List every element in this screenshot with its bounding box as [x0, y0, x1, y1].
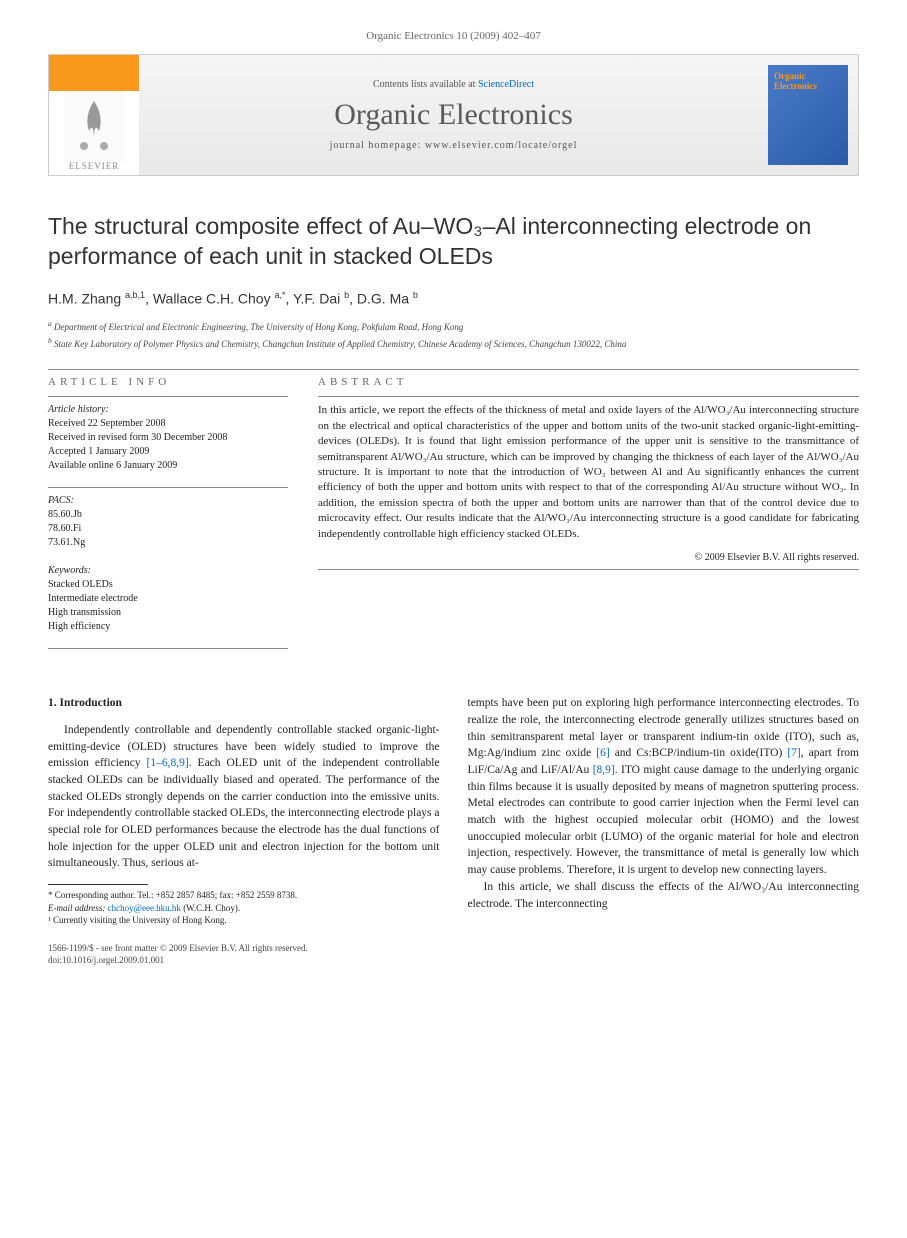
divider	[48, 369, 859, 370]
contents-line: Contents lists available at ScienceDirec…	[139, 79, 768, 90]
contents-prefix: Contents lists available at	[373, 79, 478, 90]
ref-link[interactable]: [6]	[596, 747, 609, 759]
footnote-separator	[48, 884, 148, 885]
journal-name: Organic Electronics	[139, 98, 768, 132]
elsevier-label: ELSEVIER	[69, 161, 120, 171]
banner-center: Contents lists available at ScienceDirec…	[139, 71, 768, 159]
body-columns: 1. Introduction Independently controllab…	[48, 695, 859, 966]
ref-link[interactable]: [1–6,8,9]	[147, 757, 189, 769]
corresponding-author: * Corresponding author. Tel.: +852 2857 …	[48, 889, 440, 902]
body-col-left: 1. Introduction Independently controllab…	[48, 695, 440, 966]
email-link[interactable]: chchoy@eee.hku.hk	[108, 903, 181, 913]
abstract-header: ABSTRACT	[318, 376, 859, 388]
keyword-item: Intermediate electrode	[48, 592, 288, 606]
ref-link[interactable]: [7]	[787, 747, 800, 759]
affiliation-a: a Department of Electrical and Electroni…	[48, 318, 859, 335]
pacs-item: 73.61.Ng	[48, 536, 288, 550]
body-paragraph: In this article, we shall discuss the ef…	[468, 879, 860, 912]
keywords-label: Keywords:	[48, 564, 288, 578]
history-item: Available online 6 January 2009	[48, 459, 288, 473]
body-paragraph: Independently controllable and dependent…	[48, 722, 440, 872]
keyword-item: Stacked OLEDs	[48, 578, 288, 592]
journal-cover: Organic Electronics	[768, 65, 848, 165]
bottom-meta: 1566-1199/$ - see front matter © 2009 El…	[48, 943, 440, 966]
affiliation-b: b State Key Laboratory of Polymer Physic…	[48, 335, 859, 352]
history-item: Received in revised form 30 December 200…	[48, 431, 288, 445]
history-label: Article history:	[48, 403, 288, 417]
abstract-copyright: © 2009 Elsevier B.V. All rights reserved…	[318, 552, 859, 563]
pacs-label: PACS:	[48, 494, 288, 508]
header-citation: Organic Electronics 10 (2009) 402–407	[48, 30, 859, 42]
pacs-item: 78.60.Fi	[48, 522, 288, 536]
email-line: E-mail address: chchoy@eee.hku.hk (W.C.H…	[48, 902, 440, 915]
homepage-prefix: journal homepage:	[330, 140, 425, 151]
body-paragraph: tempts have been put on exploring high p…	[468, 695, 860, 878]
journal-banner: ELSEVIER Contents lists available at Sci…	[48, 54, 859, 176]
article-info-column: ARTICLE INFO Article history: Received 2…	[48, 376, 288, 655]
homepage-line: journal homepage: www.elsevier.com/locat…	[139, 140, 768, 151]
keyword-item: High transmission	[48, 606, 288, 620]
doi-line: doi:10.1016/j.orgel.2009.01.001	[48, 955, 440, 967]
body-col-right: tempts have been put on exploring high p…	[468, 695, 860, 966]
footnotes: * Corresponding author. Tel.: +852 2857 …	[48, 889, 440, 927]
elsevier-tree-icon	[64, 91, 124, 161]
homepage-url: www.elsevier.com/locate/orgel	[425, 140, 578, 151]
divider	[48, 487, 288, 488]
keyword-item: High efficiency	[48, 620, 288, 634]
article-title: The structural composite effect of Au–WO…	[48, 212, 859, 272]
issn-line: 1566-1199/$ - see front matter © 2009 El…	[48, 943, 440, 955]
footnote-1: ¹ Currently visiting the University of H…	[48, 914, 440, 927]
sciencedirect-link[interactable]: ScienceDirect	[478, 79, 534, 90]
divider	[48, 396, 288, 397]
divider	[48, 648, 288, 649]
elsevier-logo: ELSEVIER	[49, 55, 139, 175]
divider	[318, 569, 859, 570]
cover-title: Organic Electronics	[774, 71, 842, 91]
info-header: ARTICLE INFO	[48, 376, 288, 388]
pacs-item: 85.60.Jb	[48, 508, 288, 522]
authors: H.M. Zhang a,b,1, Wallace C.H. Choy a,*,…	[48, 290, 859, 307]
history-item: Received 22 September 2008	[48, 417, 288, 431]
section-heading: 1. Introduction	[48, 695, 440, 712]
affiliations: a Department of Electrical and Electroni…	[48, 318, 859, 351]
ref-link[interactable]: [8,9]	[593, 764, 615, 776]
history-item: Accepted 1 January 2009	[48, 445, 288, 459]
abstract-column: ABSTRACT In this article, we report the …	[318, 376, 859, 655]
abstract-text: In this article, we report the effects o…	[318, 403, 859, 542]
divider	[318, 396, 859, 397]
